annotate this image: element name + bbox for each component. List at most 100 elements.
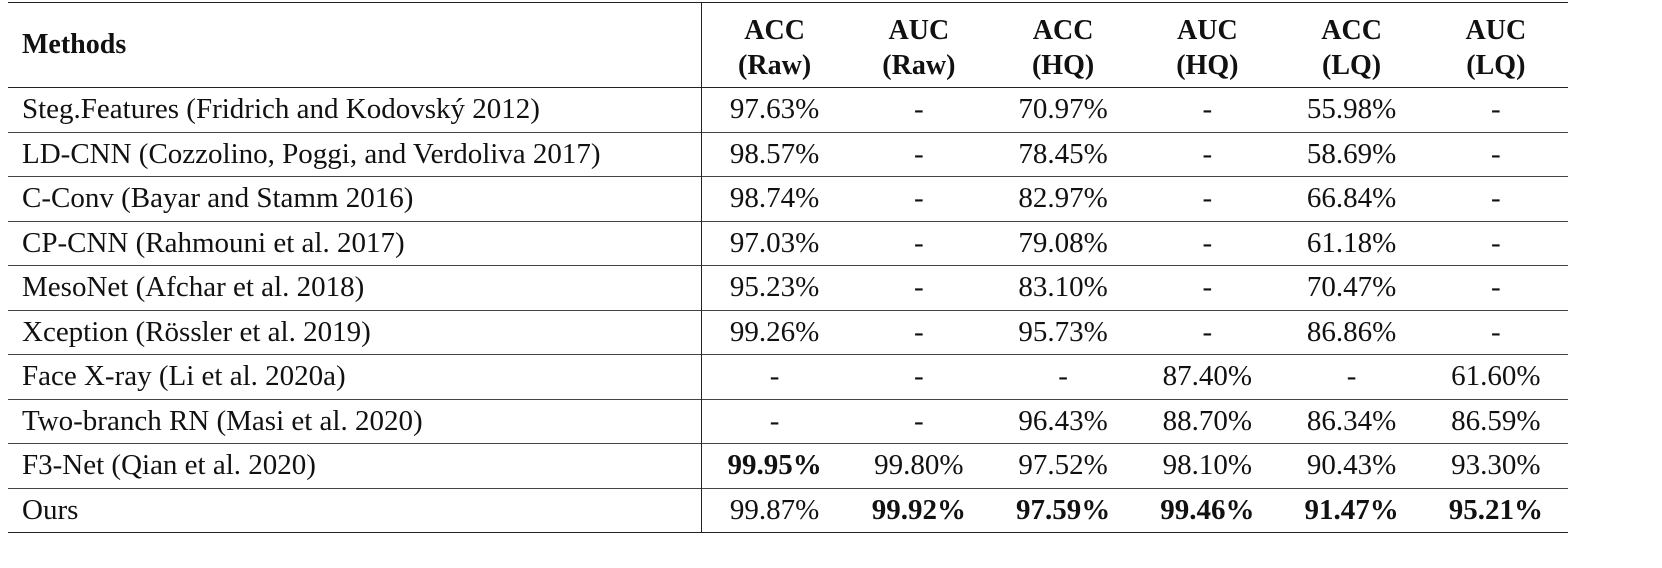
table-row: Ours 99.87% 99.92% 97.59% 99.46% 91.47% 95.21%: [8, 488, 1568, 533]
value-text: 78.45%: [1018, 137, 1108, 170]
value-text: -: [1202, 271, 1213, 304]
value-text: 88.70%: [1162, 404, 1253, 437]
value-cell: -: [847, 266, 991, 311]
method-name-cell: CP-CNN (Rahmouni et al. 2017): [22, 226, 405, 259]
value-text: -: [1491, 226, 1501, 259]
value-cell: -: [847, 310, 991, 355]
value-text: 83.10%: [1018, 271, 1108, 304]
value-text: 99.26%: [729, 315, 820, 348]
value-text: 99.87%: [729, 493, 820, 526]
value-cell: 55.98%: [1279, 88, 1423, 133]
value-cell: -: [701, 354, 847, 399]
results-table: Methods ACC AUC ACC AUC ACC AUC (Raw) (R…: [8, 2, 1568, 533]
value-text: -: [1202, 226, 1213, 259]
table-row: Xception (Rössler et al. 2019) 99.26% - 95.…: [8, 310, 1568, 355]
value-cell: -: [1135, 88, 1279, 133]
value-cell: 79.08%: [991, 221, 1135, 266]
value-cell: 98.57%: [701, 132, 847, 177]
value-text: 96.43%: [1018, 404, 1108, 437]
value-cell: 70.97%: [991, 88, 1135, 133]
header-metric: ACC: [701, 2, 847, 45]
value-cell: 83.10%: [991, 266, 1135, 311]
value-text: 70.97%: [1018, 93, 1108, 126]
results-table-container: Methods ACC AUC ACC AUC ACC AUC (Raw) (R…: [8, 2, 1568, 533]
value-cell: 99.87%: [701, 488, 847, 533]
value-text: 95.23%: [729, 271, 820, 304]
value-text: -: [914, 315, 924, 348]
value-cell: -: [991, 355, 1135, 400]
value-cell: -: [847, 221, 991, 266]
value-text: 61.18%: [1306, 226, 1397, 259]
value-cell: 99.80%: [847, 444, 991, 489]
value-text: -: [769, 404, 780, 437]
value-cell: -: [847, 88, 991, 133]
value-text: 61.60%: [1451, 360, 1541, 393]
header-metric: AUC: [888, 15, 950, 46]
header-row-metric: Methods ACC AUC ACC AUC ACC AUC: [8, 2, 1568, 59]
value-cell: 95.23%: [701, 265, 847, 310]
value-text: -: [1202, 137, 1213, 170]
value-cell: -: [1135, 221, 1279, 266]
value-cell: 82.97%: [991, 177, 1135, 222]
table-row: C-Conv (Bayar and Stamm 2016) 98.74% - 82.9…: [8, 176, 1568, 222]
value-text: 66.84%: [1306, 182, 1397, 215]
method-name-cell: F3-Net (Qian et al. 2020): [22, 449, 316, 482]
value-cell: 86.86%: [1279, 310, 1423, 355]
value-text: 86.59%: [1451, 404, 1541, 437]
header-metric: ACC: [1321, 15, 1382, 46]
method-name-cell: MesoNet (Afchar et al. 2018): [22, 271, 365, 304]
value-cell: 61.60%: [1424, 355, 1568, 400]
method-name-cell: Xception (Rössler et al. 2019): [22, 315, 371, 348]
value-cell: 97.03%: [701, 221, 847, 266]
value-text: -: [914, 226, 924, 259]
value-text: -: [769, 360, 780, 393]
value-cell: -: [847, 355, 991, 400]
value-text: 98.10%: [1162, 449, 1253, 482]
value-text: 58.69%: [1306, 137, 1397, 170]
value-cell: 58.69%: [1279, 132, 1423, 177]
value-cell: 88.70%: [1135, 399, 1279, 444]
value-cell: 78.45%: [991, 132, 1135, 177]
table-row: F3-Net (Qian et al. 2020) 99.95% 99.80% 97.…: [8, 443, 1568, 489]
value-cell: 98.74%: [701, 176, 847, 221]
value-text: -: [1491, 315, 1501, 348]
value-cell: -: [1424, 221, 1568, 266]
value-cell: -: [1424, 177, 1568, 222]
value-text: 79.08%: [1018, 226, 1108, 259]
method-name-cell: C-Conv (Bayar and Stamm 2016): [22, 182, 414, 215]
value-text: 97.63%: [729, 93, 820, 126]
value-text: -: [1346, 360, 1357, 393]
header-row-split: (Raw) (Raw) (HQ) (HQ) (LQ) (LQ): [8, 45, 1568, 88]
best-value: 91.47%: [1304, 493, 1399, 526]
value-text: 86.34%: [1306, 404, 1397, 437]
value-cell: 95.73%: [991, 310, 1135, 355]
best-value: 99.46%: [1160, 493, 1255, 526]
value-cell: -: [1135, 266, 1279, 311]
value-cell: 99.46%: [1135, 488, 1279, 533]
header-split: (HQ): [1176, 50, 1239, 81]
header-split: (HQ): [1031, 50, 1095, 81]
method-name-cell: Face X-ray (Li et al. 2020a): [22, 360, 346, 393]
header-split: (Raw): [701, 45, 847, 88]
value-text: 87.40%: [1162, 360, 1253, 393]
value-text: -: [914, 93, 924, 126]
value-cell: 96.43%: [991, 399, 1135, 444]
value-text: 99.80%: [874, 449, 964, 482]
value-cell: -: [1424, 132, 1568, 177]
value-cell: 90.43%: [1279, 444, 1423, 489]
value-cell: -: [1135, 132, 1279, 177]
value-text: 98.74%: [729, 182, 820, 215]
value-cell: -: [847, 132, 991, 177]
value-cell: 97.59%: [991, 488, 1135, 533]
value-text: 70.47%: [1306, 271, 1397, 304]
value-cell: 86.34%: [1279, 399, 1423, 444]
header-split: (LQ): [1322, 50, 1382, 81]
table-row: Steg.Features (Fridrich and Kodovský 201…: [8, 87, 1568, 133]
table-row: MesoNet (Afchar et al. 2018) 95.23% - 83.10…: [8, 265, 1568, 311]
value-text: -: [1491, 93, 1501, 126]
value-cell: -: [847, 177, 991, 222]
value-text: -: [1491, 137, 1501, 170]
method-name-cell: Two-branch RN (Masi et al. 2020): [22, 404, 423, 437]
header-split: (LQ): [1466, 50, 1526, 81]
value-cell: 61.18%: [1279, 221, 1423, 266]
